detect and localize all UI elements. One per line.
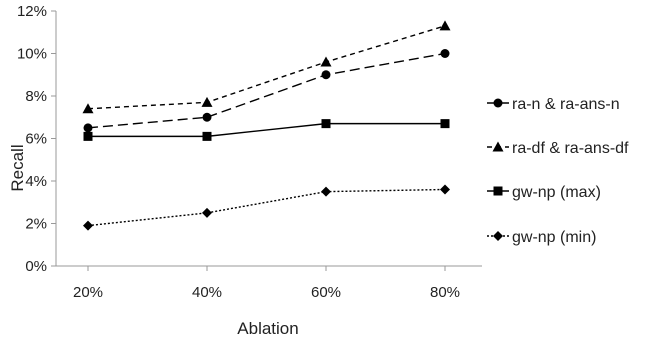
y-tick-label: 8% bbox=[25, 88, 47, 105]
y-tick-label: 4% bbox=[25, 173, 47, 190]
legend-item: ra-n & ra-ans-n bbox=[487, 96, 620, 113]
plot-area bbox=[55, 11, 482, 267]
series-layer bbox=[82, 20, 451, 231]
legend: ra-n & ra-ans-n ra-df & ra-ans-df gw-np (m… bbox=[487, 96, 629, 246]
data-point-circle bbox=[321, 70, 331, 80]
y-axis-ticks: 0% 2% 4% 6% 8% 10% 12% bbox=[17, 3, 56, 275]
data-point-triangle bbox=[82, 103, 94, 114]
series-line bbox=[87, 25, 446, 110]
data-point-triangle bbox=[439, 20, 451, 31]
data-point-diamond bbox=[321, 186, 331, 197]
legend-label: gw-np (min) bbox=[512, 229, 596, 246]
legend-item: gw-np (max) bbox=[487, 184, 601, 201]
data-point-triangle bbox=[201, 96, 213, 107]
legend-label: ra-df & ra-ans-df bbox=[512, 140, 629, 157]
y-tick-label: 12% bbox=[17, 3, 47, 20]
series-line bbox=[87, 52, 446, 129]
x-tick-label: 40% bbox=[192, 284, 222, 301]
legend-item: ra-df & ra-ans-df bbox=[487, 140, 629, 157]
data-point-square bbox=[321, 119, 331, 129]
legend-marker-circle bbox=[493, 98, 503, 108]
series-line bbox=[87, 188, 446, 227]
series-diamond bbox=[83, 184, 450, 231]
data-point-diamond bbox=[440, 184, 450, 195]
series-square bbox=[83, 119, 450, 141]
data-point-circle bbox=[440, 49, 450, 58]
data-point-square bbox=[202, 131, 212, 141]
data-point-diamond bbox=[83, 220, 93, 231]
series-line bbox=[88, 122, 445, 138]
legend-item: gw-np (min) bbox=[487, 229, 596, 246]
data-point-square bbox=[440, 119, 450, 129]
x-axis-title: Ablation bbox=[237, 319, 298, 338]
series-circle bbox=[83, 49, 450, 133]
legend-label: gw-np (max) bbox=[512, 184, 601, 201]
data-point-triangle bbox=[320, 56, 332, 67]
y-tick-label: 6% bbox=[25, 131, 47, 148]
x-axis-ticks: 20% 40% 60% 80% bbox=[73, 266, 460, 301]
data-point-circle bbox=[202, 112, 212, 122]
legend-marker-triangle bbox=[492, 141, 504, 152]
legend-marker-diamond bbox=[493, 231, 503, 241]
y-tick-label: 2% bbox=[25, 216, 47, 233]
y-tick-label: 0% bbox=[25, 258, 47, 275]
data-point-circle bbox=[83, 123, 93, 133]
x-tick-label: 80% bbox=[430, 284, 460, 301]
x-tick-label: 60% bbox=[311, 284, 341, 301]
legend-marker-square bbox=[493, 186, 503, 196]
y-tick-label: 10% bbox=[17, 46, 47, 63]
data-point-diamond bbox=[202, 207, 212, 218]
y-axis-title: Recall bbox=[8, 144, 27, 191]
x-tick-label: 20% bbox=[73, 284, 103, 301]
legend-label: ra-n & ra-ans-n bbox=[512, 96, 620, 113]
data-point-square bbox=[83, 131, 93, 141]
series-triangle bbox=[82, 20, 451, 114]
